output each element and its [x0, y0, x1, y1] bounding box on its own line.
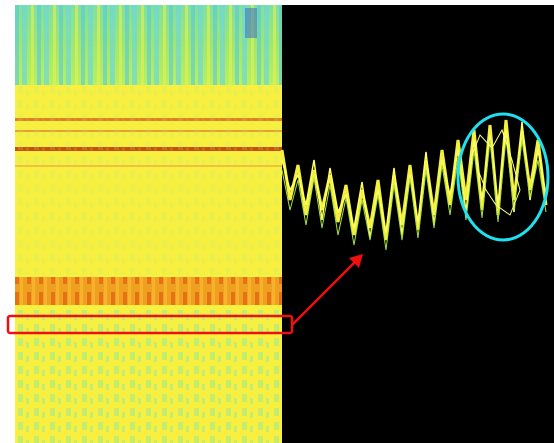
heatmap-orange-band: [15, 277, 282, 305]
heatmap-top-texture: [15, 5, 282, 85]
trace-line: [281, 121, 547, 239]
trace-loop: [469, 128, 521, 216]
heatmap-mid-texture: [15, 85, 282, 275]
heatmap-lower-texture: [15, 310, 282, 443]
arrow-head: [349, 254, 363, 268]
heatmap-blue-spot: [245, 8, 257, 38]
highlight-ellipse: [456, 112, 550, 242]
trace-line: [281, 137, 547, 251]
arrow-shaft: [291, 260, 357, 326]
